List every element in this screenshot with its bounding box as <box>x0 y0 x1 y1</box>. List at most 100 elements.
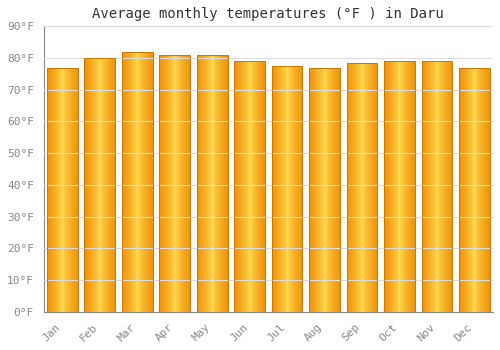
Bar <box>250 61 251 312</box>
Bar <box>122 52 123 312</box>
Bar <box>402 61 403 312</box>
Bar <box>366 63 367 312</box>
Bar <box>460 68 461 312</box>
Bar <box>440 61 441 312</box>
Bar <box>217 55 218 312</box>
Bar <box>211 55 212 312</box>
Bar <box>396 61 397 312</box>
Bar <box>134 52 135 312</box>
Bar <box>76 68 77 312</box>
Bar <box>386 61 387 312</box>
Bar <box>359 63 360 312</box>
Bar <box>199 55 200 312</box>
Bar <box>70 68 71 312</box>
Bar <box>433 61 434 312</box>
Bar <box>315 68 316 312</box>
Bar <box>326 68 327 312</box>
Bar <box>466 68 467 312</box>
Bar <box>474 68 475 312</box>
Bar <box>346 63 347 312</box>
Bar <box>301 66 302 312</box>
Bar <box>128 52 129 312</box>
Bar <box>444 61 445 312</box>
Bar <box>179 55 180 312</box>
Bar <box>327 68 328 312</box>
Bar <box>384 61 385 312</box>
Bar <box>138 52 139 312</box>
Bar <box>276 66 277 312</box>
Bar <box>346 63 378 312</box>
Bar <box>463 68 464 312</box>
Bar <box>336 68 337 312</box>
Bar <box>210 55 211 312</box>
Bar <box>150 52 151 312</box>
Bar <box>354 63 355 312</box>
Bar <box>401 61 402 312</box>
Bar <box>205 55 206 312</box>
Bar <box>240 61 241 312</box>
Bar <box>106 58 107 312</box>
Bar <box>485 68 486 312</box>
Bar <box>87 58 88 312</box>
Bar <box>176 55 177 312</box>
Bar <box>235 61 236 312</box>
Bar <box>183 55 184 312</box>
Bar <box>57 68 58 312</box>
Bar <box>312 68 313 312</box>
Bar <box>66 68 67 312</box>
Bar <box>238 61 239 312</box>
Bar <box>397 61 398 312</box>
Bar <box>339 68 340 312</box>
Bar <box>278 66 279 312</box>
Bar <box>58 68 59 312</box>
Bar <box>107 58 108 312</box>
Bar <box>140 52 141 312</box>
Bar <box>467 68 468 312</box>
Bar <box>88 58 89 312</box>
Bar <box>145 52 146 312</box>
Bar <box>368 63 369 312</box>
Bar <box>254 61 255 312</box>
Bar <box>352 63 353 312</box>
Bar <box>127 52 128 312</box>
Bar <box>259 61 260 312</box>
Bar <box>52 68 53 312</box>
Bar <box>135 52 136 312</box>
Bar <box>412 61 414 312</box>
Bar <box>168 55 169 312</box>
Bar <box>187 55 188 312</box>
Bar <box>484 68 485 312</box>
Bar <box>319 68 320 312</box>
Bar <box>255 61 256 312</box>
Bar <box>114 58 115 312</box>
Bar <box>280 66 281 312</box>
Bar <box>272 66 302 312</box>
Bar <box>71 68 72 312</box>
Bar <box>295 66 296 312</box>
Bar <box>435 61 436 312</box>
Bar <box>475 68 476 312</box>
Bar <box>125 52 126 312</box>
Bar <box>60 68 61 312</box>
Bar <box>408 61 409 312</box>
Bar <box>144 52 145 312</box>
Bar <box>351 63 352 312</box>
Bar <box>400 61 401 312</box>
Bar <box>234 61 235 312</box>
Bar <box>160 55 190 312</box>
Bar <box>247 61 248 312</box>
Bar <box>405 61 406 312</box>
Bar <box>221 55 222 312</box>
Bar <box>404 61 405 312</box>
Bar <box>93 58 94 312</box>
Bar <box>141 52 142 312</box>
Bar <box>330 68 331 312</box>
Bar <box>166 55 167 312</box>
Bar <box>362 63 363 312</box>
Bar <box>284 66 285 312</box>
Bar <box>185 55 186 312</box>
Bar <box>287 66 288 312</box>
Bar <box>181 55 182 312</box>
Bar <box>482 68 483 312</box>
Bar <box>320 68 321 312</box>
